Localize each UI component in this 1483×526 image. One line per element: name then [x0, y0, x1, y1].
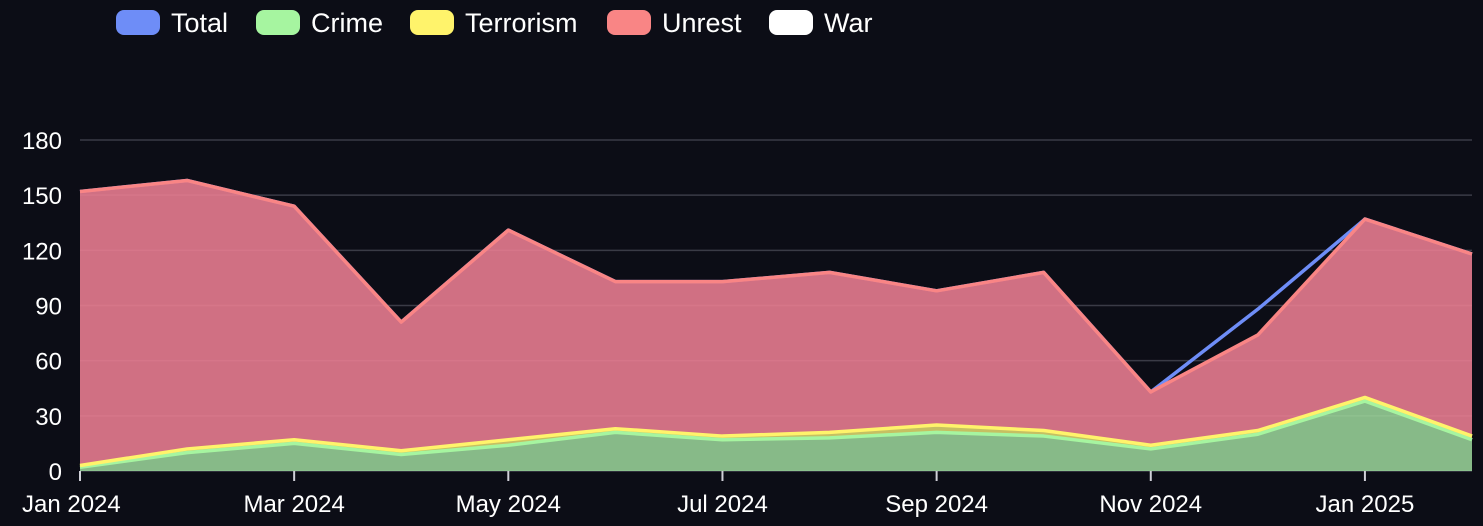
- x-tick-label: Sep 2024: [885, 491, 988, 518]
- x-tick-label: Nov 2024: [1099, 491, 1202, 518]
- x-tick-label: Mar 2024: [243, 491, 344, 518]
- y-tick-label: 30: [35, 404, 62, 431]
- y-tick-label: 60: [35, 349, 62, 376]
- legend-item-terrorism[interactable]: Terrorism: [410, 8, 578, 38]
- series-line-unrest: [79, 178, 1473, 394]
- legend-swatch-war: [769, 10, 813, 35]
- legend: Total Crime Terrorism Unrest War: [116, 8, 873, 38]
- x-tick-label: May 2024: [456, 491, 561, 518]
- legend-swatch-unrest: [607, 10, 651, 35]
- y-tick-label: 90: [35, 294, 62, 321]
- legend-label-crime: Crime: [311, 8, 383, 38]
- series-areas: [79, 178, 1473, 471]
- legend-swatch-crime: [256, 10, 300, 35]
- x-tick-label: Jul 2024: [677, 491, 768, 518]
- y-tick-label: 150: [22, 183, 62, 210]
- legend-item-total[interactable]: Total: [116, 8, 228, 38]
- series-line-terrorism: [79, 395, 1473, 468]
- legend-label-war: War: [824, 8, 873, 38]
- legend-label-total: Total: [171, 8, 228, 38]
- legend-label-terrorism: Terrorism: [465, 8, 578, 38]
- y-axis: 0 30 60 90 120 150 180: [22, 128, 62, 486]
- y-tick-label: 120: [22, 238, 62, 265]
- x-tick-label: Jan 2024: [22, 491, 121, 518]
- legend-item-unrest[interactable]: Unrest: [607, 8, 742, 38]
- y-tick-label: 0: [49, 459, 62, 486]
- series-line-crime: [79, 399, 1473, 470]
- legend-swatch-total: [116, 10, 160, 35]
- series-area-unrest: [80, 180, 1472, 466]
- legend-item-crime[interactable]: Crime: [256, 8, 383, 38]
- legend-item-war[interactable]: War: [769, 8, 873, 38]
- x-tick-label: Jan 2025: [1316, 491, 1415, 518]
- y-tick-label: 180: [22, 128, 62, 155]
- series-area-terrorism: [80, 397, 1472, 468]
- x-axis: Jan 2024 Mar 2024 May 2024 Jul 2024 Sep 2024…: [22, 471, 1414, 518]
- legend-swatch-terrorism: [410, 10, 454, 35]
- legend-label-unrest: Unrest: [662, 8, 742, 38]
